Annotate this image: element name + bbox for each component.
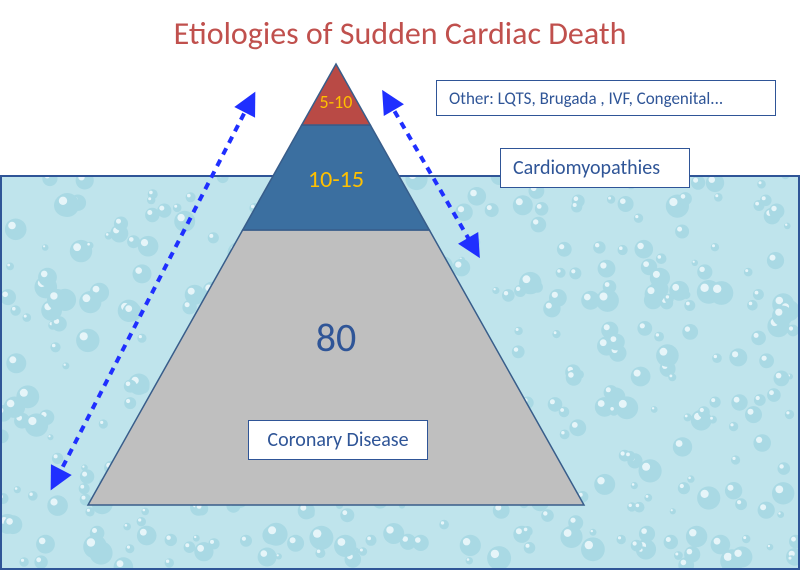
slide-canvas: Etiologies of Sudden Cardiac Death 5-10 … — [0, 0, 800, 575]
water-background — [0, 175, 800, 570]
callout-cardio-label: Cardiomyopathies — [513, 156, 660, 180]
coronary-disease-box: Coronary Disease — [248, 420, 428, 460]
pyramid-mid-label: 10-15 — [216, 165, 456, 194]
water-texture — [0, 175, 800, 570]
slide-title: Etiologies of Sudden Cardiac Death — [0, 14, 800, 53]
callout-other-label: Other: LQTS, Brugada , IVF, Congenital..… — [449, 88, 723, 109]
pyramid-top-label: 5-10 — [216, 91, 456, 113]
pyramid-base-label: 80 — [216, 313, 456, 362]
coronary-disease-label: Coronary Disease — [267, 428, 408, 452]
callout-cardiomyopathies: Cardiomyopathies — [500, 148, 690, 188]
callout-other: Other: LQTS, Brugada , IVF, Congenital..… — [436, 80, 776, 116]
